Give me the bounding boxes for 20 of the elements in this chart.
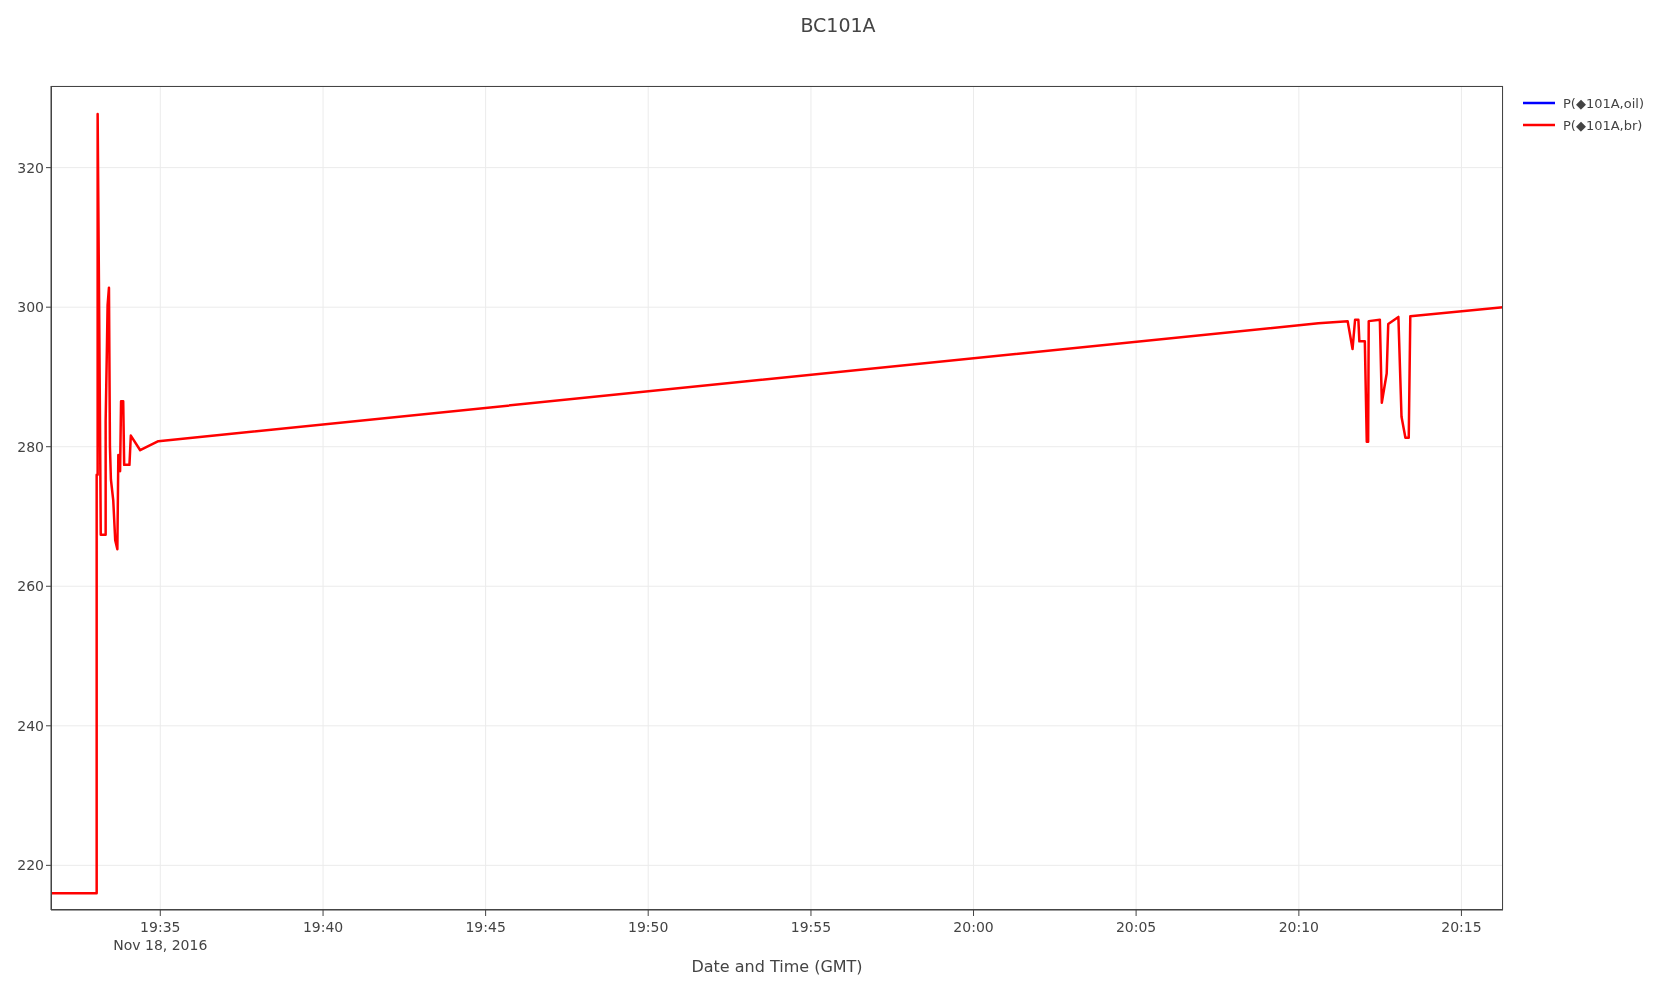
x-tick-label: 20:00 bbox=[953, 919, 994, 935]
x-tick-label: 20:15 bbox=[1441, 919, 1482, 935]
x-tick-label: 20:10 bbox=[1278, 919, 1320, 935]
y-tick-label: 220 bbox=[17, 857, 44, 874]
x-tick-label: 19:35 Nov 18, 2016 bbox=[113, 919, 208, 953]
legend-label: P(◆101A,br) bbox=[1563, 117, 1643, 133]
y-tick-label: 300 bbox=[17, 299, 44, 316]
line-series bbox=[51, 112, 1503, 895]
y-tick-label: 260 bbox=[17, 578, 44, 595]
y-tick-label: 240 bbox=[17, 717, 44, 734]
x-tick-label: 20:05 bbox=[1115, 919, 1157, 935]
y-tick-label: 280 bbox=[17, 438, 44, 455]
x-tick-label: 19:45 bbox=[465, 919, 506, 935]
chart-title: BC101A bbox=[799, 14, 877, 36]
x-axis-title: Date and Time (GMT) bbox=[691, 957, 863, 976]
x-tick-label: 19:55 bbox=[790, 919, 832, 935]
y-tick-label: 320 bbox=[17, 159, 44, 176]
legend-label: P(◆101A,oil) bbox=[1563, 95, 1644, 111]
x-tick-label: 19:50 bbox=[628, 919, 669, 935]
x-tick-label: 19:40 bbox=[302, 919, 344, 935]
